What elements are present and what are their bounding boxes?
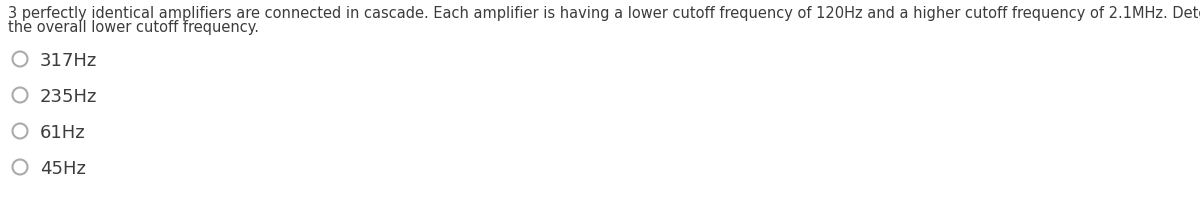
- Text: 61Hz: 61Hz: [40, 124, 85, 142]
- Circle shape: [12, 123, 28, 139]
- Text: 235Hz: 235Hz: [40, 88, 97, 106]
- Text: 317Hz: 317Hz: [40, 52, 97, 70]
- Text: the overall lower cutoff frequency.: the overall lower cutoff frequency.: [8, 20, 259, 35]
- Circle shape: [12, 52, 28, 66]
- Circle shape: [12, 160, 28, 175]
- Text: 45Hz: 45Hz: [40, 160, 86, 178]
- Circle shape: [12, 87, 28, 102]
- Text: 3 perfectly identical amplifiers are connected in cascade. Each amplifier is hav: 3 perfectly identical amplifiers are con…: [8, 6, 1200, 21]
